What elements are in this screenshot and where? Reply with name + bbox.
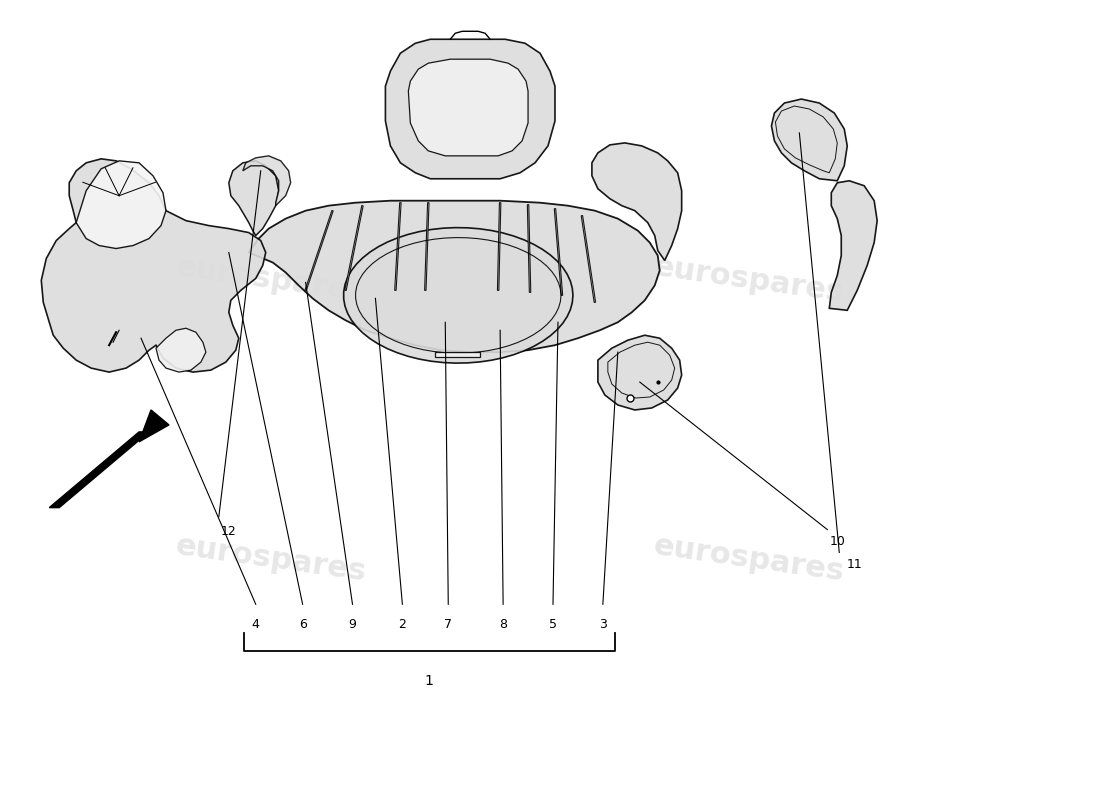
Text: 6: 6 bbox=[299, 618, 307, 630]
Text: 2: 2 bbox=[398, 618, 406, 630]
Polygon shape bbox=[829, 181, 877, 310]
Polygon shape bbox=[385, 39, 556, 178]
Polygon shape bbox=[305, 210, 333, 290]
Text: 9: 9 bbox=[349, 618, 356, 630]
Text: 11: 11 bbox=[846, 558, 862, 571]
Polygon shape bbox=[139, 410, 169, 442]
Polygon shape bbox=[343, 228, 573, 363]
Polygon shape bbox=[395, 202, 402, 290]
Polygon shape bbox=[771, 99, 847, 181]
Text: 1: 1 bbox=[425, 674, 433, 688]
Text: 3: 3 bbox=[598, 618, 607, 630]
Polygon shape bbox=[249, 201, 660, 352]
Text: 5: 5 bbox=[549, 618, 557, 630]
Text: 8: 8 bbox=[499, 618, 507, 630]
Polygon shape bbox=[156, 328, 206, 372]
Polygon shape bbox=[581, 215, 595, 302]
Polygon shape bbox=[592, 143, 682, 261]
Polygon shape bbox=[243, 156, 290, 206]
Polygon shape bbox=[598, 335, 682, 410]
Polygon shape bbox=[344, 206, 363, 290]
Text: eurospares: eurospares bbox=[652, 253, 847, 308]
Text: 12: 12 bbox=[221, 525, 236, 538]
Polygon shape bbox=[408, 59, 528, 156]
Text: eurospares: eurospares bbox=[652, 532, 847, 587]
Polygon shape bbox=[229, 161, 278, 235]
Polygon shape bbox=[527, 205, 531, 292]
Text: eurospares: eurospares bbox=[174, 532, 368, 587]
Text: 4: 4 bbox=[252, 618, 260, 630]
Polygon shape bbox=[497, 202, 500, 290]
Polygon shape bbox=[554, 209, 563, 295]
Text: 10: 10 bbox=[829, 535, 845, 548]
Polygon shape bbox=[436, 352, 481, 357]
Text: 7: 7 bbox=[444, 618, 452, 630]
Polygon shape bbox=[42, 159, 266, 372]
Polygon shape bbox=[76, 161, 166, 249]
Text: eurospares: eurospares bbox=[174, 253, 368, 308]
Polygon shape bbox=[425, 202, 429, 290]
Polygon shape bbox=[50, 432, 148, 508]
